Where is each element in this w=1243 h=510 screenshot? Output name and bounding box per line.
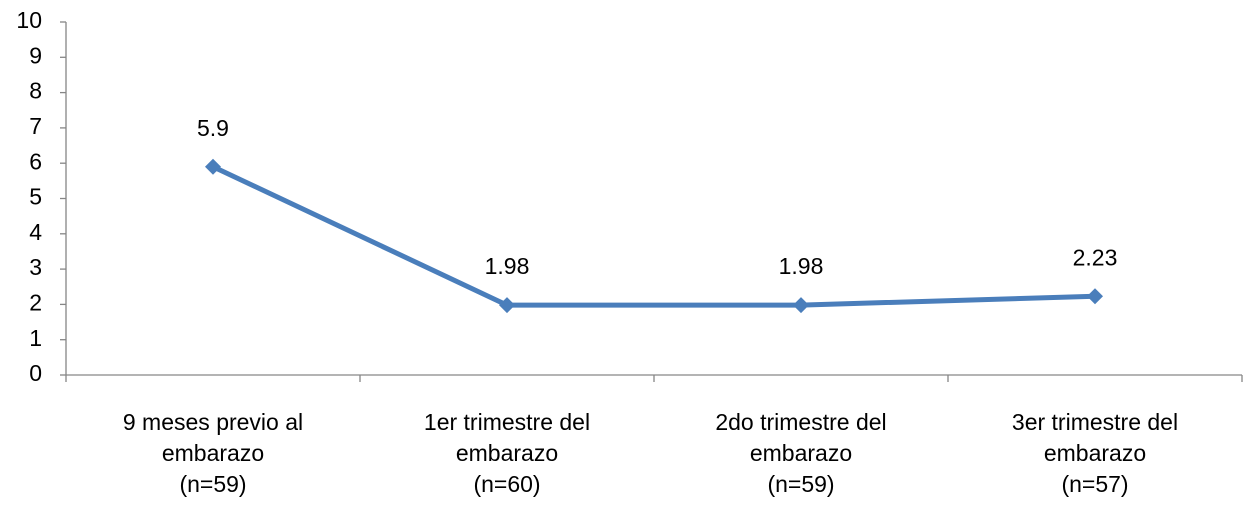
y-tick-label: 1: [29, 325, 42, 351]
data-label: 1.98: [779, 253, 824, 279]
y-tick-label: 0: [29, 360, 42, 386]
y-tick-label: 4: [29, 219, 42, 245]
y-tick-label: 2: [29, 289, 42, 315]
y-tick-label: 7: [29, 113, 42, 139]
point-marker: [1087, 288, 1103, 305]
data-label: 2.23: [1073, 244, 1118, 270]
data-label: 1.98: [485, 253, 530, 279]
y-tick-label: 8: [29, 78, 42, 104]
x-tick-label: 2do trimestre del embarazo (n=59): [715, 409, 887, 497]
y-tick-label: 10: [16, 7, 42, 33]
x-tick-label: 3er trimestre del embarazo (n=57): [1011, 409, 1179, 497]
point-marker: [205, 158, 221, 175]
data-label: 5.9: [197, 115, 229, 141]
x-tick-label: 1er trimestre del embarazo (n=60): [423, 409, 591, 497]
series-line: [211, 164, 1096, 308]
y-tick-label: 6: [29, 148, 42, 174]
point-marker: [499, 297, 515, 314]
y-tick-label: 3: [29, 254, 42, 280]
y-tick-label: 5: [29, 184, 42, 210]
y-tick-label: 9: [29, 42, 42, 68]
x-tick-label: 9 meses previo al embarazo (n=59): [122, 409, 304, 497]
point-marker: [793, 297, 809, 314]
